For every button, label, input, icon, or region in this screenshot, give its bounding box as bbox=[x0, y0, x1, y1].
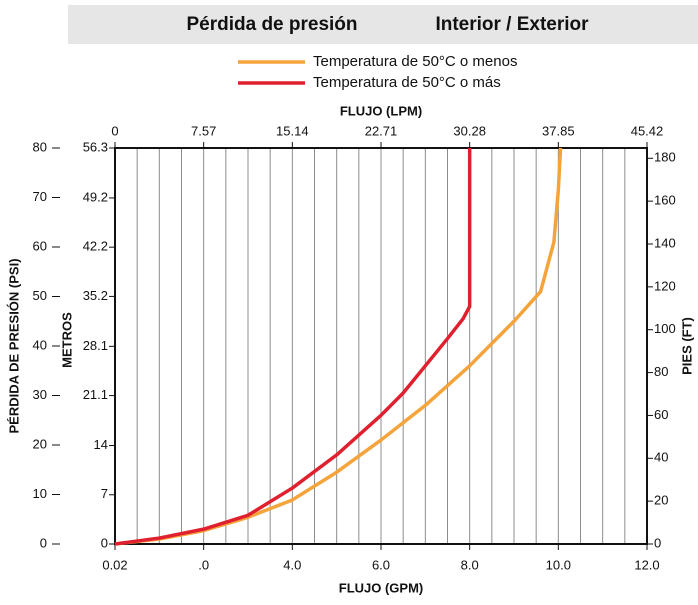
y2-tick-label: 100 bbox=[654, 321, 676, 336]
chart-title: Pérdida de presión bbox=[186, 14, 357, 35]
legend-label: Temperatura de 50°C o más bbox=[313, 74, 501, 91]
x2-tick-label: 45.42 bbox=[631, 123, 664, 138]
y-tick-label: 80 bbox=[33, 139, 47, 154]
y-tick-label: 60 bbox=[33, 238, 47, 253]
x2-label: FLUJO (LPM) bbox=[340, 103, 422, 118]
legend-label: Temperatura de 50°C o menos bbox=[313, 53, 517, 70]
series-line bbox=[114, 148, 472, 546]
x-tick-label: 6.0 bbox=[372, 557, 390, 572]
x2-tick-label: 22.71 bbox=[365, 123, 398, 138]
x-tick-label: 8.0 bbox=[461, 557, 479, 572]
y-tick-label: 0 bbox=[40, 535, 47, 550]
metros-tick-label: 21.1 bbox=[83, 387, 108, 402]
x-tick-label: 12.0 bbox=[634, 557, 659, 572]
y-tick-label: 40 bbox=[33, 337, 47, 352]
x2-tick-label: 15.14 bbox=[276, 123, 309, 138]
plot-frame bbox=[114, 147, 648, 545]
y2-tick-label: 140 bbox=[654, 235, 676, 250]
y-label: PÉRDIDA DE PRESIÓN (PSI) bbox=[6, 258, 21, 433]
metros-tick-label: 14 bbox=[94, 437, 108, 452]
metros-tick-label: 7 bbox=[101, 486, 108, 501]
metros-tick-label: 0 bbox=[101, 535, 108, 550]
y-tick-label: 50 bbox=[33, 288, 47, 303]
y-tick-label: 30 bbox=[33, 387, 47, 402]
y2-tick-label: 20 bbox=[654, 493, 668, 508]
x2-tick-label: 0 bbox=[111, 123, 118, 138]
y2-label: PIES (FT) bbox=[679, 317, 694, 375]
y-tick-label: 10 bbox=[33, 486, 47, 501]
y2-tick-label: 80 bbox=[654, 364, 668, 379]
y2-tick-label: 180 bbox=[654, 150, 676, 165]
y2-tick-label: 0 bbox=[654, 535, 661, 550]
x2-tick-label: 7.57 bbox=[191, 123, 216, 138]
y2-tick-label: 60 bbox=[654, 407, 668, 422]
metros-tick-label: 42.2 bbox=[83, 239, 108, 254]
y-tick-label: 70 bbox=[33, 189, 47, 204]
x2-tick-label: 30.28 bbox=[453, 123, 486, 138]
y2-tick-label: 40 bbox=[654, 450, 668, 465]
metros-label: METROS bbox=[59, 312, 74, 368]
title-band bbox=[68, 5, 698, 44]
y-tick-label: 20 bbox=[33, 436, 47, 451]
x-label: FLUJO (GPM) bbox=[339, 580, 424, 595]
x-tick-label: 4.0 bbox=[283, 557, 301, 572]
metros-tick-label: 28.1 bbox=[83, 338, 108, 353]
y2-tick-label: 120 bbox=[654, 278, 676, 293]
metros-tick-label: 49.2 bbox=[83, 189, 108, 204]
chart-subtitle: Interior / Exterior bbox=[435, 14, 589, 35]
x-tick-label: .0 bbox=[198, 557, 209, 572]
x-tick-label: 0.02 bbox=[102, 557, 127, 572]
y2-tick-label: 160 bbox=[654, 193, 676, 208]
x2-tick-label: 37.85 bbox=[542, 123, 575, 138]
x-tick-label: 10.0 bbox=[546, 557, 571, 572]
metros-tick-label: 56.3 bbox=[83, 139, 108, 154]
metros-tick-label: 35.2 bbox=[83, 288, 108, 303]
